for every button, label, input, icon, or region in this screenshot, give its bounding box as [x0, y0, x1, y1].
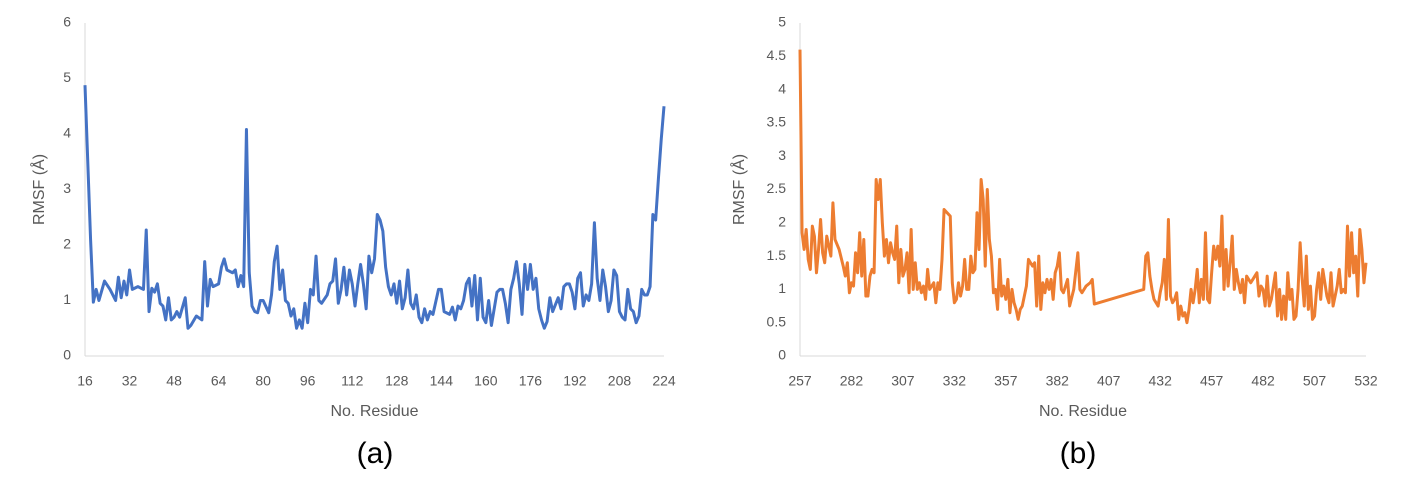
y-tick-label: 1.5	[767, 247, 787, 263]
x-tick-label: 307	[891, 373, 915, 389]
y-tick-label: 0	[63, 347, 71, 363]
x-tick-label: 332	[943, 373, 967, 389]
x-tick-label: 64	[211, 373, 227, 389]
y-tick-label: 0	[778, 347, 786, 363]
y-tick-label: 4	[778, 80, 786, 96]
x-axis-title: No. Residue	[330, 403, 418, 420]
x-tick-label: 257	[788, 373, 812, 389]
y-tick-label: 3	[778, 147, 786, 163]
y-tick-label: 4.5	[767, 47, 787, 63]
y-tick-label: 2.5	[767, 180, 787, 196]
x-tick-label: 457	[1200, 373, 1224, 389]
x-tick-label: 407	[1097, 373, 1121, 389]
y-tick-label: 3	[63, 180, 71, 196]
x-tick-label: 282	[840, 373, 864, 389]
x-tick-label: 532	[1354, 373, 1378, 389]
y-axis-title: RMSF (Å)	[29, 154, 48, 225]
y-tick-label: 6	[63, 14, 71, 30]
data-line	[798, 49, 1368, 325]
y-tick-label: 4	[63, 125, 71, 141]
x-tick-label: 112	[341, 373, 364, 389]
y-tick-label: 3.5	[767, 114, 787, 130]
x-tick-label: 382	[1046, 373, 1070, 389]
y-tick-label: 1	[778, 280, 786, 296]
x-tick-label: 144	[430, 373, 454, 389]
x-tick-label: 192	[563, 373, 587, 389]
x-tick-label: 208	[608, 373, 632, 389]
x-tick-label: 224	[652, 373, 676, 389]
x-tick-label: 128	[385, 373, 409, 389]
x-tick-label: 507	[1303, 373, 1327, 389]
x-tick-label: 16	[77, 373, 93, 389]
y-axis-title: RMSF (Å)	[729, 154, 748, 225]
x-tick-label: 32	[122, 373, 138, 389]
x-tick-label: 482	[1251, 373, 1275, 389]
x-tick-label: 432	[1149, 373, 1173, 389]
x-tick-label: 48	[166, 373, 182, 389]
x-tick-label: 96	[300, 373, 316, 389]
y-tick-label: 5	[778, 14, 786, 30]
x-tick-label: 160	[474, 373, 498, 389]
x-tick-label: 357	[994, 373, 1018, 389]
data-line	[83, 85, 666, 330]
x-axis-title: No. Residue	[1039, 403, 1127, 420]
y-tick-label: 1	[63, 291, 71, 307]
y-tick-label: 2	[63, 236, 71, 252]
x-tick-label: 176	[519, 373, 543, 389]
y-tick-label: 0.5	[767, 313, 787, 329]
caption: (b)	[1060, 437, 1097, 470]
x-tick-label: 80	[255, 373, 271, 389]
y-tick-label: 5	[63, 69, 71, 85]
y-tick-label: 2	[778, 214, 786, 230]
caption: (a)	[357, 437, 394, 470]
